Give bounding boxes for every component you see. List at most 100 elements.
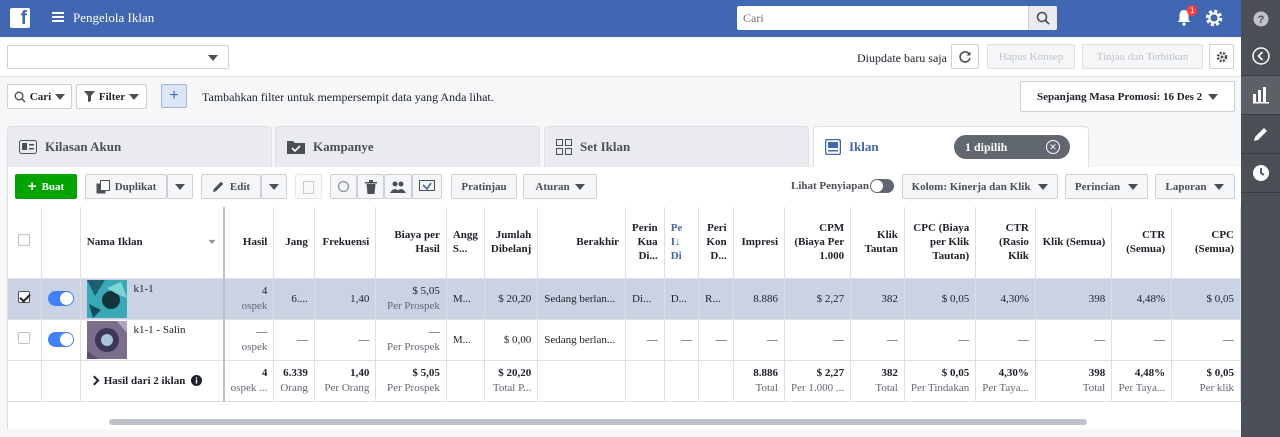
columns-label: Kolom: Kinerja dan Klik (911, 180, 1031, 193)
settings-button[interactable] (1204, 8, 1224, 32)
archive-button[interactable] (295, 174, 322, 199)
people-icon (390, 181, 406, 193)
create-button[interactable]: + Buat (15, 174, 77, 199)
date-range-picker[interactable]: Sepanjang Masa Promosi: 16 Des 2 (1020, 81, 1235, 112)
col-header-ends[interactable]: Berakhir (537, 207, 627, 279)
totals-frequency-cell: 1,40 Per Orang (314, 360, 377, 402)
audience-button[interactable] (384, 174, 412, 199)
col-header-ctr-all[interactable]: CTR (Semua) (1111, 207, 1173, 279)
horizontal-scrollbar[interactable] (109, 419, 1087, 425)
search-button[interactable] (1028, 6, 1057, 30)
edit-button[interactable]: Edit (201, 174, 261, 199)
ad-status-toggle[interactable] (47, 332, 74, 347)
col-header-impressions[interactable]: Impresi (733, 207, 786, 279)
menu-icon[interactable] (52, 12, 64, 22)
clear-selection-icon[interactable]: ✕ (1046, 140, 1060, 154)
review-publish-button[interactable]: Tinjau dan Terbitkan (1082, 44, 1203, 69)
ad-thumbnail (86, 320, 127, 359)
totals-frequency-sub: Per Orang (324, 382, 370, 394)
col-header-engagement[interactable]: Pe I↓ Di (664, 207, 700, 279)
edit-panel-button[interactable] (1241, 115, 1280, 154)
totals-label-cell[interactable]: Hasil dari 2 iklan (80, 360, 225, 402)
totals-ends-cell (537, 360, 627, 402)
col-header-clicks-all[interactable]: Klik (Semua) (1035, 207, 1113, 279)
col-header-budget[interactable]: Angg S... (446, 207, 485, 279)
table-row[interactable]: k1-1 - Salin — ospek — — — Per Prospek M..… (8, 319, 1241, 361)
ab-test-button[interactable] (412, 174, 442, 199)
search-filter-button[interactable]: Cari (7, 84, 72, 109)
totals-engagement-cell (664, 360, 700, 402)
row-checkbox[interactable] (18, 332, 31, 344)
ad-name-cell[interactable]: k1-1 - Salin (80, 319, 225, 361)
ad-name-cell[interactable]: k1-1 (80, 278, 225, 320)
settings-small-button[interactable] (1209, 44, 1234, 69)
col-header-link-clicks[interactable]: Klik Tautan (850, 207, 905, 279)
duplicate-button[interactable]: Duplikat (85, 174, 167, 199)
account-selector[interactable] (7, 45, 229, 69)
rules-button[interactable]: Aturan (523, 174, 597, 199)
collapse-panel-button[interactable] (1241, 37, 1280, 76)
help-button[interactable]: ? (1241, 0, 1280, 37)
tab-label: Set Iklan (580, 139, 631, 154)
view-setup-toggle[interactable] (870, 179, 894, 193)
table-row[interactable]: k1-1 4 ospek 6.... 1,40 $ 5,05 Per Prospek… (8, 278, 1241, 320)
col-header-name[interactable]: Nama Iklan (80, 207, 225, 279)
row-checkbox[interactable] (18, 291, 31, 303)
row-select-cell (8, 278, 42, 320)
totals-clicks-all-sub: Total (1082, 382, 1106, 394)
ad-status-toggle[interactable] (47, 291, 74, 306)
cost-sub: Per Prospek (387, 341, 440, 353)
col-header-amount-spent[interactable]: Jumlah Dibelanj (484, 207, 539, 279)
totals-label: Hasil dari 2 iklan (103, 374, 186, 387)
columns-selector[interactable]: Kolom: Kinerja dan Klik (902, 174, 1058, 199)
totals-reach-sub: Orang (280, 382, 308, 394)
duplicate-menu-button[interactable] (167, 174, 193, 199)
help-icon: ? (1253, 11, 1268, 26)
edit-menu-button[interactable] (261, 174, 287, 199)
engagement-cell: D... (664, 278, 700, 320)
delete-button[interactable] (357, 174, 384, 199)
col-header-results[interactable]: Hasil (223, 207, 275, 279)
col-header-cpm[interactable]: CPM (Biaya Per 1.000 (784, 207, 852, 279)
select-all-checkbox[interactable] (18, 234, 31, 247)
charts-panel-button[interactable] (1241, 76, 1280, 115)
reports-selector[interactable]: Laporan (1155, 174, 1235, 199)
reset-button[interactable] (330, 174, 357, 199)
col-header-conversion[interactable]: Peri Kon D... (698, 207, 734, 279)
delete-drafts-button[interactable]: Hapus Konsep (987, 44, 1075, 69)
add-filter-button[interactable]: + (161, 84, 187, 108)
tab-campaigns[interactable]: Kampanye (275, 126, 540, 167)
col-header-cpc-link[interactable]: CPC (Biaya per Klik Tautan) (904, 207, 977, 279)
col-header-quality[interactable]: Perin Kua Di... (625, 207, 665, 279)
facebook-logo-icon[interactable]: f (10, 8, 30, 28)
results-sub: ospek (241, 341, 268, 353)
info-icon[interactable] (191, 375, 203, 387)
totals-amount: $ 20,20 (498, 367, 532, 379)
totals-frequency: 1,40 (350, 367, 370, 379)
col-header-cpc-all[interactable]: CPC (Semua) (1171, 207, 1241, 279)
search-input[interactable] (737, 6, 1027, 30)
breakdown-selector[interactable]: Perincian (1065, 174, 1148, 199)
budget-cell: M... (446, 319, 485, 361)
history-panel-button[interactable] (1241, 154, 1280, 193)
results-cell: — ospek (223, 319, 275, 361)
right-side-panel (1241, 37, 1280, 437)
action-toolbar: + Buat Duplikat Edit Pratinjau Aturan Li… (7, 167, 1241, 207)
refresh-button[interactable] (951, 44, 979, 69)
ads-table: Nama Iklan Hasil Jang Frekuensi Biaya pe… (7, 207, 1241, 429)
tab-account-overview[interactable]: Kilasan Akun (7, 126, 272, 167)
col-header-cost-per-result[interactable]: Biaya per Hasil (375, 207, 447, 279)
col-header-frequency[interactable]: Frekuensi (314, 207, 377, 279)
clock-icon (1252, 165, 1269, 181)
totals-conversion-cell (698, 360, 734, 402)
tab-adsets[interactable]: Set Iklan (544, 126, 809, 167)
col-header-reach[interactable]: Jang (273, 207, 315, 279)
link-clicks-cell: — (850, 319, 905, 361)
duplicate-icon (96, 179, 110, 193)
view-setup-label: Lihat Penyiapan (791, 180, 869, 192)
preview-button[interactable]: Pratinjau (451, 174, 517, 199)
filter-button[interactable]: Filter (76, 84, 147, 109)
ctr-all-cell: 4,48% (1111, 278, 1173, 320)
totals-cpc-all: $ 0,05 (1206, 367, 1235, 379)
col-header-ctr-link[interactable]: CTR (Rasio Klik (975, 207, 1036, 279)
